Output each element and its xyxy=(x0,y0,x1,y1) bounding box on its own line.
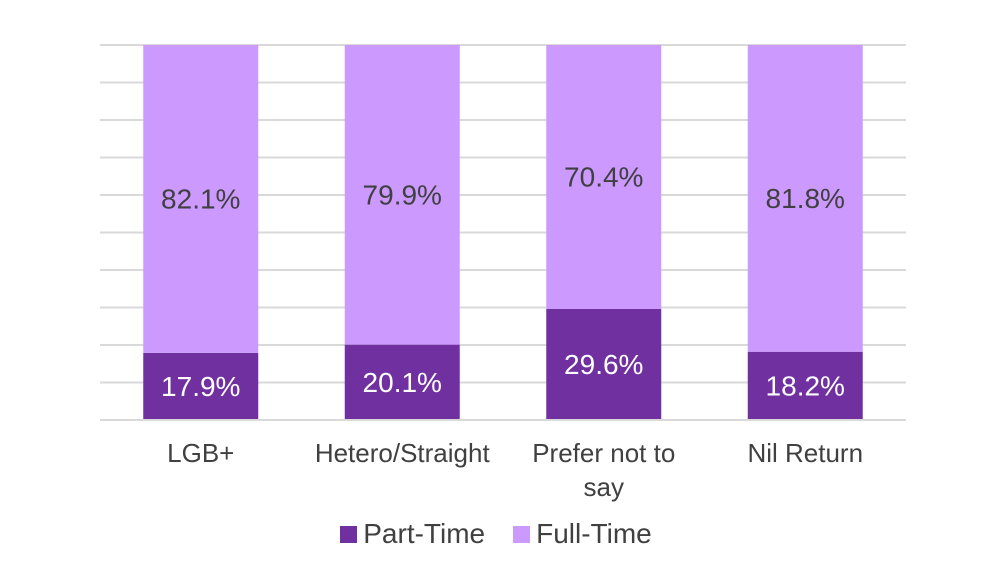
bar-part-time-nil-return xyxy=(747,351,863,420)
x-tick-label-line: Prefer not to xyxy=(532,438,675,468)
legend-swatch-full-time xyxy=(513,525,531,543)
data-label-full-time-prefer-not-to-say: 70.4% xyxy=(564,162,643,193)
data-label-part-time-hetero-straight: 20.1% xyxy=(363,367,442,398)
x-tick-label-line: Hetero/Straight xyxy=(315,438,491,468)
bar-full-time-lgb xyxy=(143,45,259,353)
x-tick-label-line: Nil Return xyxy=(747,438,863,468)
x-tick-label-nil-return: Nil Return xyxy=(747,438,863,468)
legend-label-full-time: Full-Time xyxy=(536,518,652,549)
bar-part-time-prefer-not-to-say xyxy=(546,309,662,420)
legend: Part-Time Full-Time xyxy=(0,518,992,550)
data-label-part-time-lgb: 17.9% xyxy=(161,371,240,402)
bar-full-time-hetero-straight xyxy=(344,45,460,345)
x-tick-label-hetero-straight: Hetero/Straight xyxy=(315,438,491,468)
data-label-full-time-hetero-straight: 79.9% xyxy=(363,179,442,210)
bar-part-time-lgb xyxy=(143,352,259,420)
x-tick-label-line: say xyxy=(584,472,624,502)
x-tick-label-line: LGB+ xyxy=(167,438,234,468)
legend-label-part-time: Part-Time xyxy=(363,518,486,549)
data-label-full-time-lgb: 82.1% xyxy=(161,183,240,214)
data-labels: 17.9% 82.1% 20.1% 79.9% 29.6% 70.4% 18.2% 81.8% xyxy=(161,162,845,402)
data-label-full-time-nil-return: 81.8% xyxy=(766,183,845,214)
bar-part-time-hetero-straight xyxy=(344,344,460,420)
bars xyxy=(143,45,863,420)
legend-item-part-time: Part-Time xyxy=(340,518,485,550)
bar-full-time-nil-return xyxy=(747,45,863,352)
x-tick-label-prefer-not-to-say: Prefer not to say xyxy=(532,438,675,502)
data-label-part-time-nil-return: 18.2% xyxy=(766,370,845,401)
bar-full-time-prefer-not-to-say xyxy=(546,45,662,309)
legend-item-full-time: Full-Time xyxy=(513,518,652,550)
x-tick-label-lgb: LGB+ xyxy=(167,438,234,468)
data-label-part-time-prefer-not-to-say: 29.6% xyxy=(564,349,643,380)
x-axis: LGB+ Hetero/Straight Prefer not to say Nil R… xyxy=(100,419,906,502)
legend-swatch-part-time xyxy=(340,525,358,543)
